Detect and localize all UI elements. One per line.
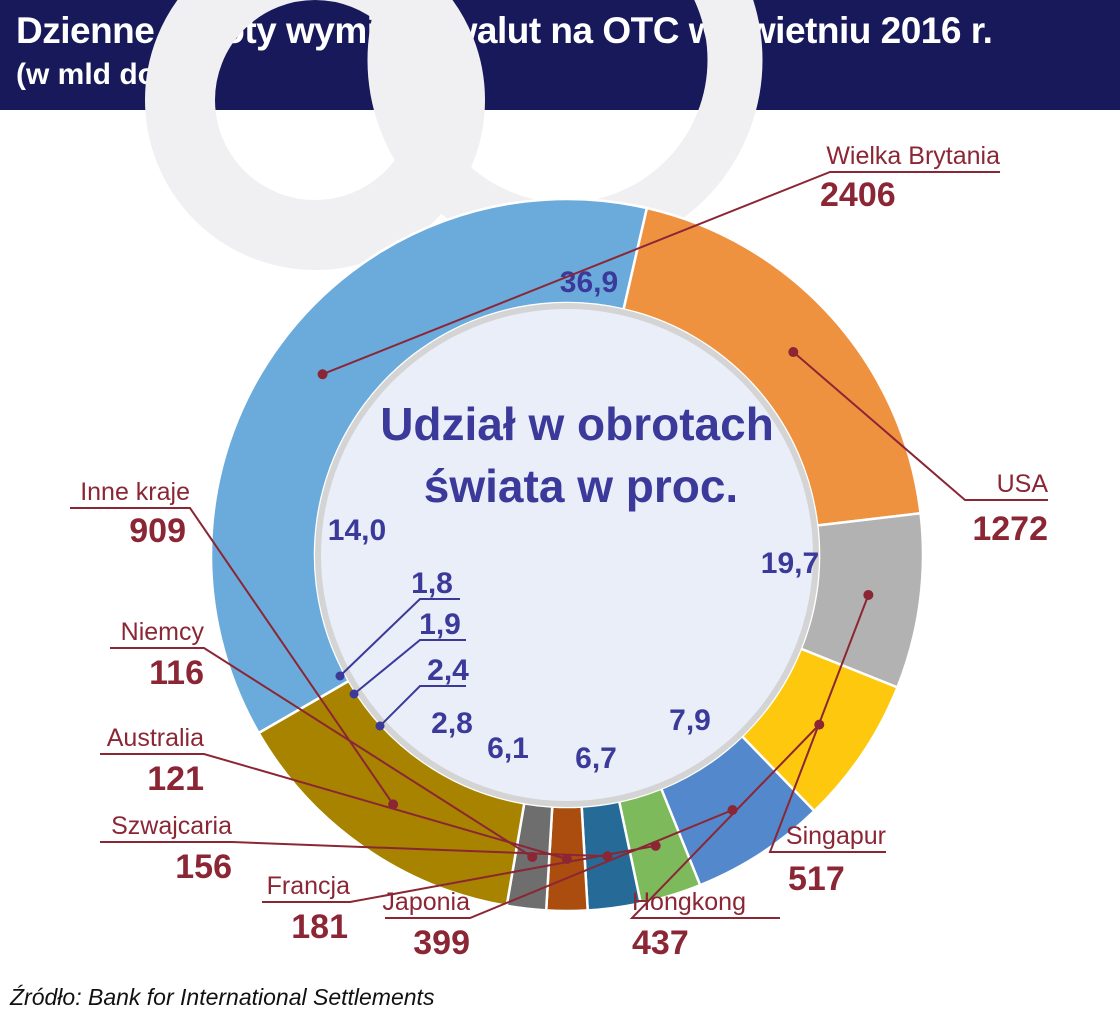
value-label-japonia: 399 <box>413 924 470 962</box>
share-leader-dot-australia <box>349 689 359 699</box>
callout-line-wielka-brytania <box>322 171 1000 376</box>
callout-dot-usa <box>788 347 799 358</box>
center-label-line1: Udział w obrotach <box>380 398 774 450</box>
share-label-australia: 1,9 <box>419 608 461 641</box>
category-label-japonia: Japonia <box>382 888 470 916</box>
callout-dot-niemcy <box>527 852 538 863</box>
share-label-usa: 19,7 <box>761 547 819 580</box>
share-label-hongkong: 6,7 <box>575 742 617 775</box>
callout-dot-inne-kraje <box>388 799 399 810</box>
value-label-inne-kraje: 909 <box>129 512 186 550</box>
share-leader-niemcy <box>339 598 460 677</box>
callout-dot-francja <box>650 840 661 851</box>
callout-line-hongkong <box>629 723 820 919</box>
category-label-niemcy: Niemcy <box>121 618 205 646</box>
share-leader-szwajcaria <box>379 685 466 727</box>
share-leader-australia <box>353 639 466 695</box>
callout-line-francja <box>262 844 656 903</box>
value-label-wielka-brytania: 2406 <box>820 176 896 214</box>
callout-line-niemcy <box>110 647 533 858</box>
callout-dot-hongkong <box>814 719 825 730</box>
callout-dot-singapur <box>863 589 874 600</box>
callout-line-inne-kraje <box>70 507 394 805</box>
share-leader-dot-niemcy <box>335 671 345 681</box>
share-label-singapur: 7,9 <box>669 704 711 737</box>
value-label-niemcy: 116 <box>149 654 204 692</box>
source-note: Źródło: Bank for International Settlemen… <box>10 984 435 1010</box>
category-label-francja: Francja <box>267 872 350 900</box>
share-label-niemcy: 1,8 <box>411 567 453 600</box>
value-label-australia: 121 <box>147 760 204 798</box>
callout-line-japonia <box>385 809 733 919</box>
category-label-wielka-brytania: Wielka Brytania <box>826 142 1000 170</box>
share-label-szwajcaria: 2,4 <box>427 654 469 687</box>
category-label-singapur: Singapur <box>786 822 886 850</box>
category-label-australia: Australia <box>107 724 204 752</box>
share-label-wielka-brytania: 36,9 <box>560 266 618 299</box>
category-label-inne-kraje: Inne kraje <box>80 478 190 506</box>
category-label-usa: USA <box>997 470 1049 498</box>
share-label-inne-kraje: 14,0 <box>328 514 386 547</box>
center-label-line2: świata w proc. <box>424 460 738 512</box>
callout-dot-japonia <box>727 805 738 816</box>
value-label-usa: 1272 <box>972 510 1048 548</box>
category-label-hongkong: Hongkong <box>632 888 746 916</box>
share-leader-dot-szwajcaria <box>375 721 385 731</box>
watermark-ring-left <box>145 0 485 270</box>
value-label-francja: 181 <box>291 908 348 946</box>
callout-line-singapur <box>768 594 886 853</box>
value-label-singapur: 517 <box>788 860 845 898</box>
callout-line-usa <box>792 351 1048 501</box>
callout-dot-wielka-brytania <box>317 369 328 380</box>
value-label-szwajcaria: 156 <box>175 848 232 886</box>
value-label-hongkong: 437 <box>632 924 689 962</box>
callout-dot-australia <box>561 854 572 864</box>
callout-line-australia <box>100 753 568 860</box>
share-label-francja: 2,8 <box>431 707 473 740</box>
share-label-japonia: 6,1 <box>487 732 529 765</box>
category-label-szwajcaria: Szwajcaria <box>111 812 232 840</box>
callout-line-szwajcaria <box>100 841 608 858</box>
callout-dot-szwajcaria <box>602 851 613 862</box>
inner-circle <box>321 309 813 801</box>
